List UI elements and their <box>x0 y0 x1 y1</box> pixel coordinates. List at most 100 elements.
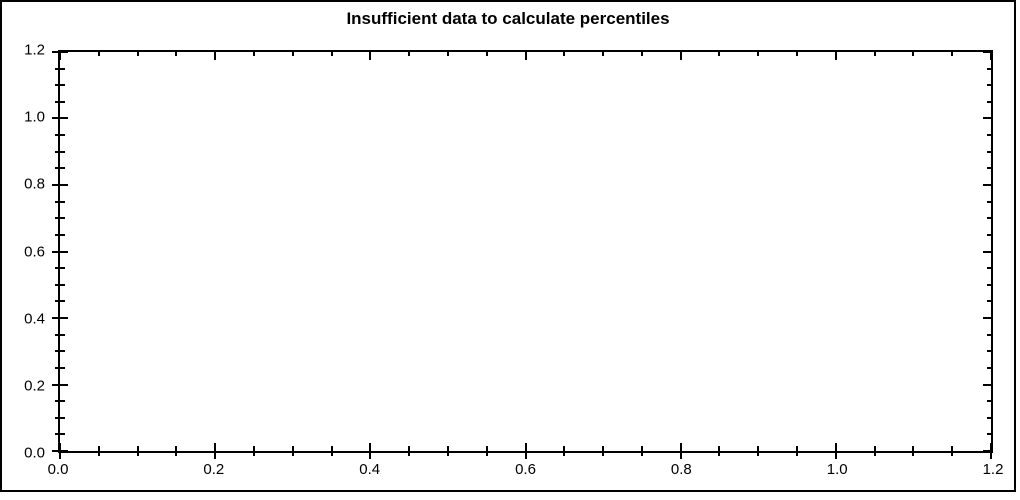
y-major-tick <box>52 250 68 253</box>
x-minor-tick <box>291 446 294 456</box>
top-major-tick <box>679 52 682 60</box>
x-minor-tick <box>175 446 178 456</box>
x-major-tick <box>369 443 372 459</box>
y-major-tick <box>52 316 68 319</box>
top-major-tick <box>214 52 217 60</box>
y-minor-tick <box>55 300 65 303</box>
right-minor-tick <box>987 150 991 153</box>
x-minor-tick <box>485 446 488 456</box>
y-tick-label: 0.4 <box>24 310 45 328</box>
y-tick-label: 1.0 <box>24 108 45 126</box>
x-minor-tick <box>563 446 566 456</box>
y-major-tick <box>52 450 68 452</box>
x-tick-label: 0.6 <box>515 461 536 478</box>
right-major-tick <box>983 51 991 53</box>
x-minor-tick <box>873 446 876 456</box>
right-minor-tick <box>987 233 991 236</box>
top-minor-tick <box>291 52 294 56</box>
right-minor-tick <box>987 200 991 203</box>
top-minor-tick <box>873 52 876 56</box>
right-minor-tick <box>987 84 991 87</box>
y-minor-tick <box>55 150 65 153</box>
chart-title: Insufficient data to calculate percentil… <box>346 9 670 28</box>
x-minor-tick <box>796 446 799 456</box>
y-tick-label: 0.8 <box>24 175 45 193</box>
x-major-tick <box>990 443 992 459</box>
right-minor-tick <box>987 350 991 353</box>
top-major-tick <box>369 52 372 60</box>
top-minor-tick <box>718 52 721 56</box>
right-minor-tick <box>987 400 991 403</box>
y-minor-tick <box>55 100 65 103</box>
right-major-tick <box>983 450 991 452</box>
y-major-tick <box>52 51 68 53</box>
x-minor-tick <box>602 446 605 456</box>
y-minor-tick <box>55 433 65 436</box>
x-tick-label: 1.2 <box>982 461 1004 478</box>
x-minor-tick <box>330 446 333 456</box>
right-minor-tick <box>987 416 991 419</box>
y-minor-tick <box>55 84 65 87</box>
y-minor-tick <box>55 217 65 220</box>
top-minor-tick <box>97 52 100 56</box>
right-minor-tick <box>987 217 991 220</box>
top-minor-tick <box>485 52 488 56</box>
y-minor-tick <box>55 267 65 270</box>
x-minor-tick <box>757 446 760 456</box>
right-major-tick <box>983 383 991 386</box>
x-tick-label: 0.0 <box>47 461 69 478</box>
top-major-tick <box>524 52 527 60</box>
top-minor-tick <box>330 52 333 56</box>
top-minor-tick <box>252 52 255 56</box>
x-minor-tick <box>446 446 449 456</box>
y-minor-tick <box>55 350 65 353</box>
top-minor-tick <box>408 52 411 56</box>
x-tick-label: 0.2 <box>203 461 225 478</box>
x-minor-tick <box>252 446 255 456</box>
x-tick-label: 1.0 <box>826 461 848 478</box>
top-minor-tick <box>796 52 799 56</box>
y-tick-label: 1.2 <box>24 41 45 59</box>
y-minor-tick <box>55 416 65 419</box>
top-minor-tick <box>757 52 760 56</box>
x-major-tick <box>214 443 217 459</box>
y-minor-tick <box>55 167 65 170</box>
top-major-tick <box>990 52 992 60</box>
x-minor-tick <box>136 446 139 456</box>
right-major-tick <box>983 183 991 186</box>
top-minor-tick <box>951 52 954 56</box>
x-major-tick <box>834 443 837 459</box>
right-minor-tick <box>987 300 991 303</box>
x-minor-tick <box>97 446 100 456</box>
right-major-tick <box>983 117 991 120</box>
top-minor-tick <box>640 52 643 56</box>
right-minor-tick <box>987 134 991 137</box>
x-tick-label: 0.4 <box>359 461 381 478</box>
top-minor-tick <box>912 52 915 56</box>
top-major-tick <box>834 52 837 60</box>
top-minor-tick <box>563 52 566 56</box>
y-tick-label: 0.0 <box>24 444 45 462</box>
right-minor-tick <box>987 366 991 369</box>
y-tick-label: 0.2 <box>24 377 45 395</box>
y-minor-tick <box>55 283 65 286</box>
y-major-tick <box>52 117 68 120</box>
top-minor-tick <box>136 52 139 56</box>
top-major-tick <box>59 52 61 60</box>
x-tick-label: 0.8 <box>670 461 692 478</box>
right-major-tick <box>983 316 991 319</box>
y-minor-tick <box>55 134 65 137</box>
right-minor-tick <box>987 283 991 286</box>
plot-area <box>52 50 993 459</box>
y-major-tick <box>52 183 68 186</box>
right-minor-tick <box>987 100 991 103</box>
right-minor-tick <box>987 67 991 70</box>
top-minor-tick <box>602 52 605 56</box>
x-minor-tick <box>640 446 643 456</box>
y-minor-tick <box>55 233 65 236</box>
y-minor-tick <box>55 200 65 203</box>
right-minor-tick <box>987 167 991 170</box>
x-minor-tick <box>408 446 411 456</box>
right-minor-tick <box>987 333 991 336</box>
